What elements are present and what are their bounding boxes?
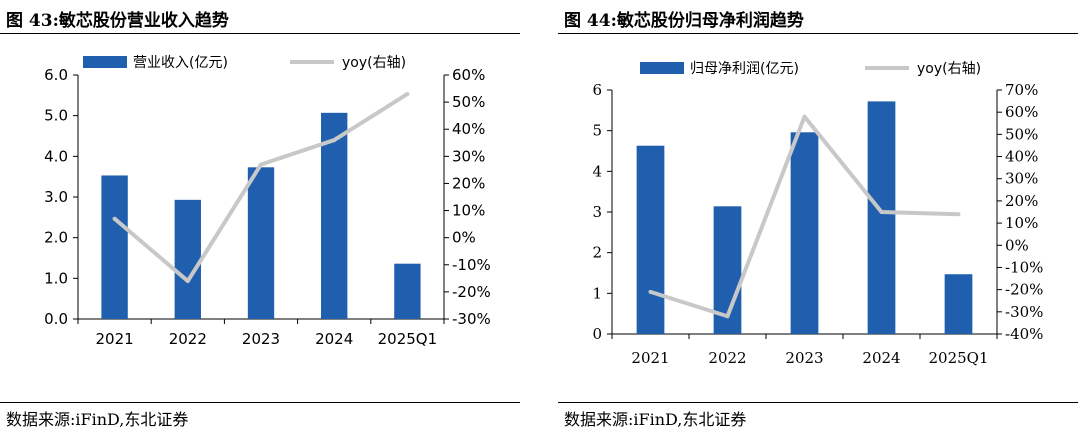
yoy-point: [112, 216, 117, 221]
bar: [101, 175, 128, 319]
bar: [636, 145, 665, 334]
y-right-tick-label: -20%: [452, 283, 491, 301]
y-right-tick-label: 30%: [452, 147, 485, 165]
yoy-point: [185, 279, 190, 284]
top-rule: [0, 33, 520, 34]
y-right-tick-label: 30%: [1005, 170, 1038, 188]
figure-title: 图 44:敏芯股份归母净利润趋势: [564, 11, 804, 31]
net-profit-combo-chart: 0 1 2 3 4 5 6 -40% -30% -20% -10% 0% 10% 20% 30% 40% 50%…: [592, 60, 1043, 367]
x-tick-label: 2022: [169, 330, 207, 348]
x-tick-label: 2024: [862, 349, 900, 367]
revenue-combo-chart: 0.0 1.0 2.0 3.0 4.0 5.0 6.0 -30% -20% -10% 0% 10% 20…: [44, 55, 491, 348]
bar: [944, 274, 973, 334]
y-right-tick-label: 60%: [452, 66, 485, 84]
yoy-point: [879, 210, 884, 214]
y-left-tick-label: 5.0: [44, 107, 68, 125]
x-tick-label: 2023: [785, 349, 823, 367]
legend-bar-label: 归母净利润(亿元): [690, 60, 799, 77]
legend-line-label: yoy(右轴): [917, 61, 981, 77]
y-right-tick-label: -20%: [1005, 281, 1043, 299]
y-right-tick-label: 10%: [452, 202, 485, 220]
y-left-tick-label: 2.0: [44, 229, 68, 247]
y-right-tick-label: 40%: [1005, 148, 1038, 166]
y-left-tick-label: 6: [592, 81, 602, 99]
legend-bar-swatch: [83, 56, 127, 68]
source-note: 数据来源:iFinD,东北证券: [6, 410, 189, 429]
x-tick-label: 2023: [242, 330, 280, 348]
y-right-tick-label: 50%: [452, 93, 485, 111]
x-tick-label: 2022: [708, 349, 746, 367]
y-left-tick-label: 1.0: [44, 269, 68, 287]
y-right-tick-label: 20%: [1005, 192, 1038, 210]
y-right-tick-label: -30%: [1005, 303, 1043, 321]
x-tick-label: 2024: [315, 330, 353, 348]
x-tick-label: 2025Q1: [378, 330, 438, 348]
y-right-tick-label: -30%: [452, 310, 491, 328]
legend-bar-label: 营业收入(亿元): [133, 55, 228, 71]
y-right-tick-label: 20%: [452, 174, 485, 192]
y-right-tick-label: 0%: [1005, 236, 1029, 254]
yoy-point: [648, 289, 653, 294]
yoy-point: [405, 91, 410, 96]
yoy-point: [956, 212, 961, 217]
y-right-tick-label: 10%: [1005, 214, 1038, 232]
y-left-tick-label: 4.0: [44, 147, 68, 165]
source-note: 数据来源:iFinD,东北证券: [564, 410, 747, 429]
legend-line-label: yoy(右轴): [342, 55, 406, 71]
y-left-tick-label: 4: [592, 162, 602, 180]
figure-title: 图 43:敏芯股份营业收入趋势: [6, 11, 229, 31]
bar: [321, 112, 348, 319]
y-right-tick-label: 60%: [1005, 103, 1038, 121]
bar: [247, 167, 275, 319]
bottom-rule: [0, 402, 520, 403]
chart-panel-revenue: 图 43:敏芯股份营业收入趋势 0.0 1.0 2.0 3.0 4.0 5.0 6.0 -30…: [0, 0, 520, 434]
x-tick-label: 2021: [631, 349, 669, 367]
x-tick-label: 2021: [96, 330, 134, 348]
bar: [174, 199, 201, 319]
y-right-tick-label: 50%: [1005, 125, 1038, 143]
legend: 营业收入(亿元) yoy(右轴): [83, 55, 406, 71]
legend: 归母净利润(亿元) yoy(右轴): [640, 60, 981, 77]
y-right-tick-label: 70%: [1005, 81, 1038, 99]
chart-panel-net-profit: 图 44:敏芯股份归母净利润趋势 0 1 2 3 4 5 6 -40% -30% -20% -10%…: [558, 0, 1078, 434]
top-rule: [558, 33, 1078, 34]
y-left-tick-label: 1: [592, 284, 602, 302]
yoy-point: [332, 138, 337, 143]
bar: [394, 263, 421, 319]
bottom-rule: [558, 402, 1078, 403]
y-right-tick-label: 40%: [452, 120, 485, 138]
y-right-tick-label: -10%: [452, 256, 491, 274]
y-right-tick-label: -10%: [1005, 258, 1043, 276]
legend-bar-swatch: [640, 62, 684, 74]
y-left-tick-label: 6.0: [44, 66, 68, 84]
y-left-tick-label: 0.0: [44, 310, 68, 328]
x-tick-label: 2025Q1: [928, 349, 988, 367]
y-left-tick-label: 3.0: [44, 188, 68, 206]
yoy-point: [259, 162, 263, 167]
y-left-tick-label: 2: [592, 244, 602, 262]
y-right-tick-label: 0%: [452, 229, 476, 247]
yoy-point: [725, 314, 730, 319]
bar: [790, 132, 819, 334]
y-left-tick-label: 3: [592, 203, 602, 221]
y-left-tick-label: 0: [592, 325, 602, 343]
y-left-tick-label: 5: [592, 122, 602, 140]
y-right-tick-label: -40%: [1005, 325, 1043, 343]
yoy-point: [802, 114, 807, 119]
bar: [867, 101, 896, 335]
